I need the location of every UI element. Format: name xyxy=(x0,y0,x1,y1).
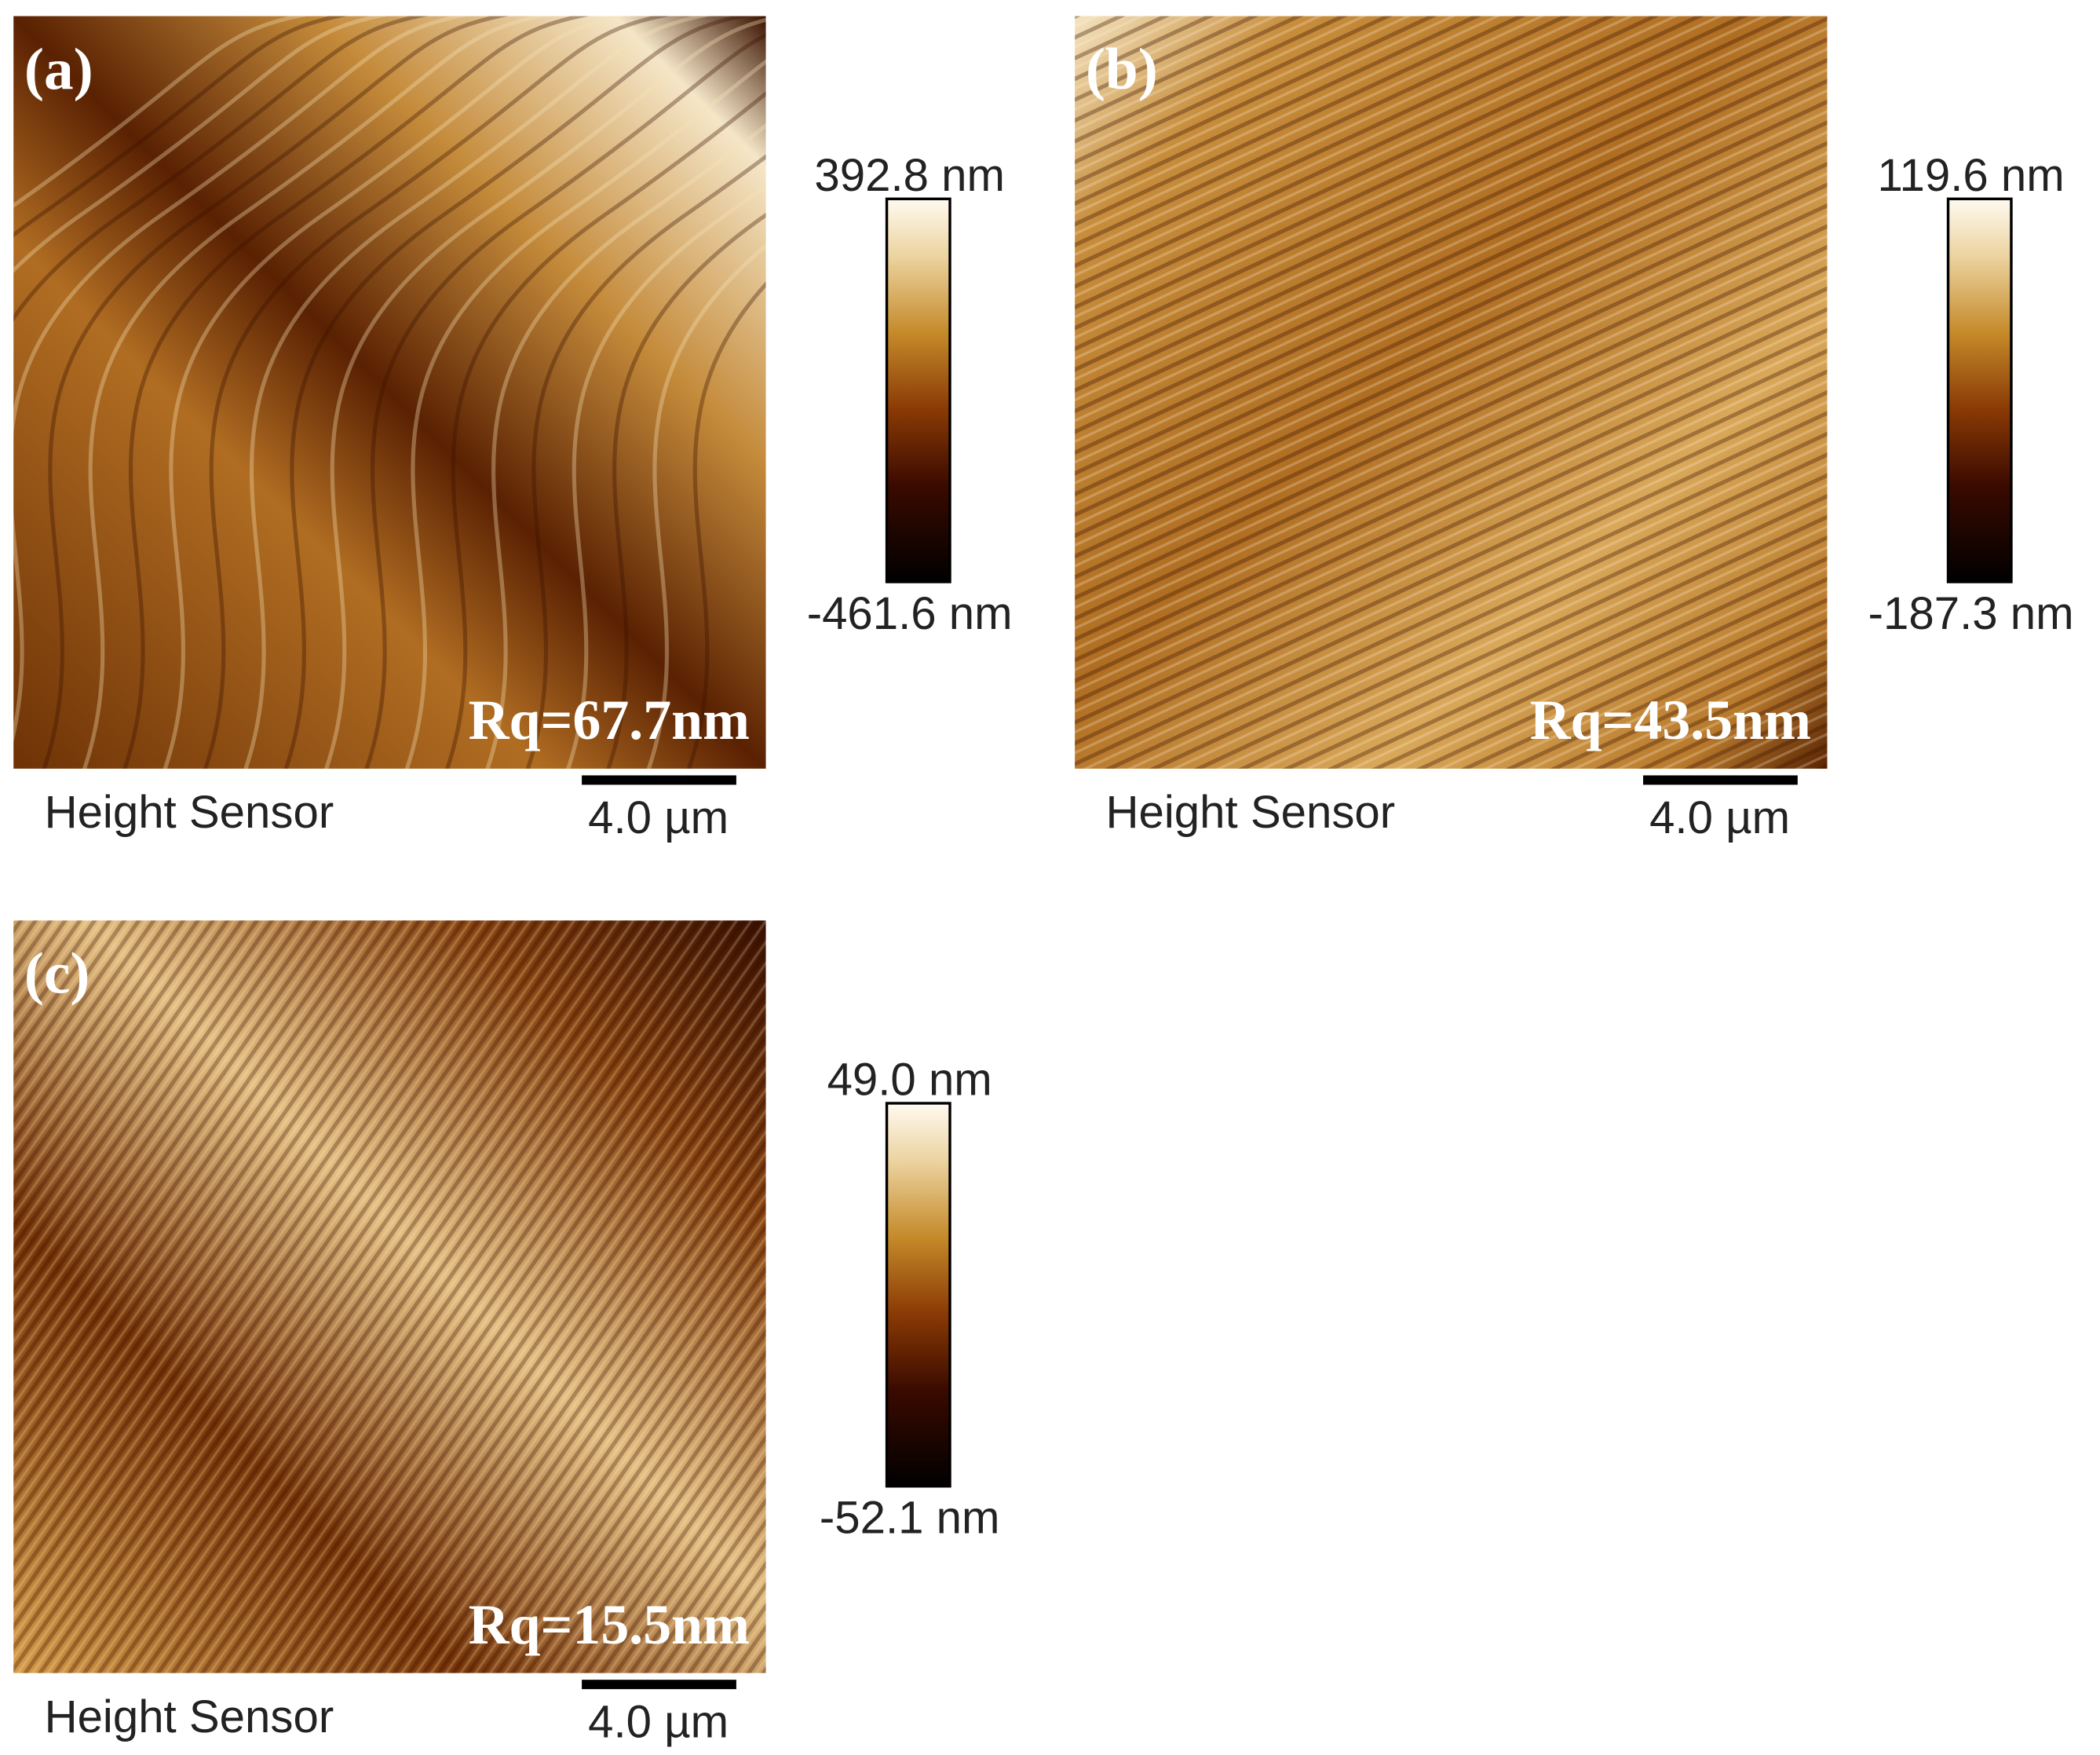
texture xyxy=(364,32,766,769)
scale-bar xyxy=(1643,775,1798,785)
rq-label: Rq=15.5nm xyxy=(469,1593,750,1656)
sensor-label: Height Sensor xyxy=(45,787,334,838)
scale-label: 4.0 µm xyxy=(588,792,729,843)
panel: (c) Rq=15.5nm 49.0 nm -52.1 nm Height Sensor… xyxy=(13,920,1000,1748)
panel: (a) Rq=67.7nm 392.8 nm -461.6 nm Height Sens… xyxy=(13,16,1013,843)
panel-label: (a) xyxy=(24,37,93,102)
texture xyxy=(444,90,766,769)
texture xyxy=(42,16,509,769)
colorbar-max: 49.0 nm xyxy=(827,1055,992,1106)
texture xyxy=(163,16,630,769)
texture xyxy=(203,16,670,769)
texture xyxy=(13,16,429,323)
rq-label: Rq=43.5nm xyxy=(1530,689,1811,751)
colorbar xyxy=(1946,197,2013,583)
sensor-label: Height Sensor xyxy=(1106,787,1396,838)
panel: (b) Rq=43.5nm 119.6 nm -187.3 nm Height Sens… xyxy=(1075,16,2074,843)
texture xyxy=(13,16,308,208)
texture xyxy=(485,122,766,769)
texture xyxy=(606,212,766,769)
colorbar-min: -461.6 nm xyxy=(807,588,1013,639)
texture xyxy=(525,154,766,769)
texture xyxy=(404,59,766,769)
afm-image xyxy=(13,16,766,769)
colorbar-min: -52.1 nm xyxy=(820,1493,1000,1544)
colorbar xyxy=(885,1102,951,1488)
colorbar-max: 119.6 nm xyxy=(1878,150,2065,201)
rq-label: Rq=67.7nm xyxy=(469,689,750,751)
panel-label: (b) xyxy=(1086,37,1158,102)
texture xyxy=(323,17,766,769)
scale-label: 4.0 µm xyxy=(588,1697,729,1748)
scale-bar xyxy=(582,1680,736,1690)
texture xyxy=(13,920,766,1673)
texture xyxy=(13,16,469,743)
scale-bar xyxy=(582,775,736,785)
scale-label: 4.0 µm xyxy=(1649,792,1790,843)
texture xyxy=(565,184,766,769)
colorbar-max: 392.8 nm xyxy=(814,150,1005,201)
sensor-label: Height Sensor xyxy=(45,1691,334,1742)
texture xyxy=(283,16,751,769)
texture xyxy=(13,16,348,238)
texture xyxy=(686,281,766,769)
colorbar xyxy=(885,197,951,583)
texture xyxy=(122,16,590,769)
texture xyxy=(646,243,766,769)
texture xyxy=(1075,16,1828,769)
texture xyxy=(243,16,710,769)
texture xyxy=(82,16,550,769)
colorbar-min: -187.3 nm xyxy=(1868,588,2074,639)
texture xyxy=(13,16,389,274)
panel-label: (c) xyxy=(24,941,90,1007)
